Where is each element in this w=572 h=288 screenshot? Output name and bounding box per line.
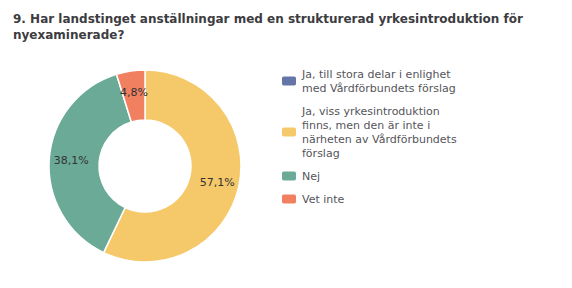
svg-text:finns, men den är inte i: finns, men den är inte i [302,119,430,132]
svg-text:med Vårdförbundets förslag: med Vårdförbundets förslag [302,82,456,95]
svg-text:57,1%: 57,1% [200,176,235,189]
svg-text:Ja, till stora delar i enlighe: Ja, till stora delar i enlighet [301,68,451,81]
svg-text:Vet inte: Vet inte [302,193,345,206]
svg-text:Nej: Nej [302,170,320,183]
svg-text:4,8%: 4,8% [120,86,148,99]
svg-text:9. Har landstinget anställning: 9. Har landstinget anställningar med en … [13,12,523,26]
svg-text:förslag: förslag [302,147,340,160]
svg-text:38,1%: 38,1% [54,154,89,167]
svg-text:Ja, viss yrkesintroduktion: Ja, viss yrkesintroduktion [301,105,440,118]
svg-text:nyexaminerade?: nyexaminerade? [13,28,124,42]
svg-text:närheten av Vårdförbundets: närheten av Vårdförbundets [302,133,457,146]
